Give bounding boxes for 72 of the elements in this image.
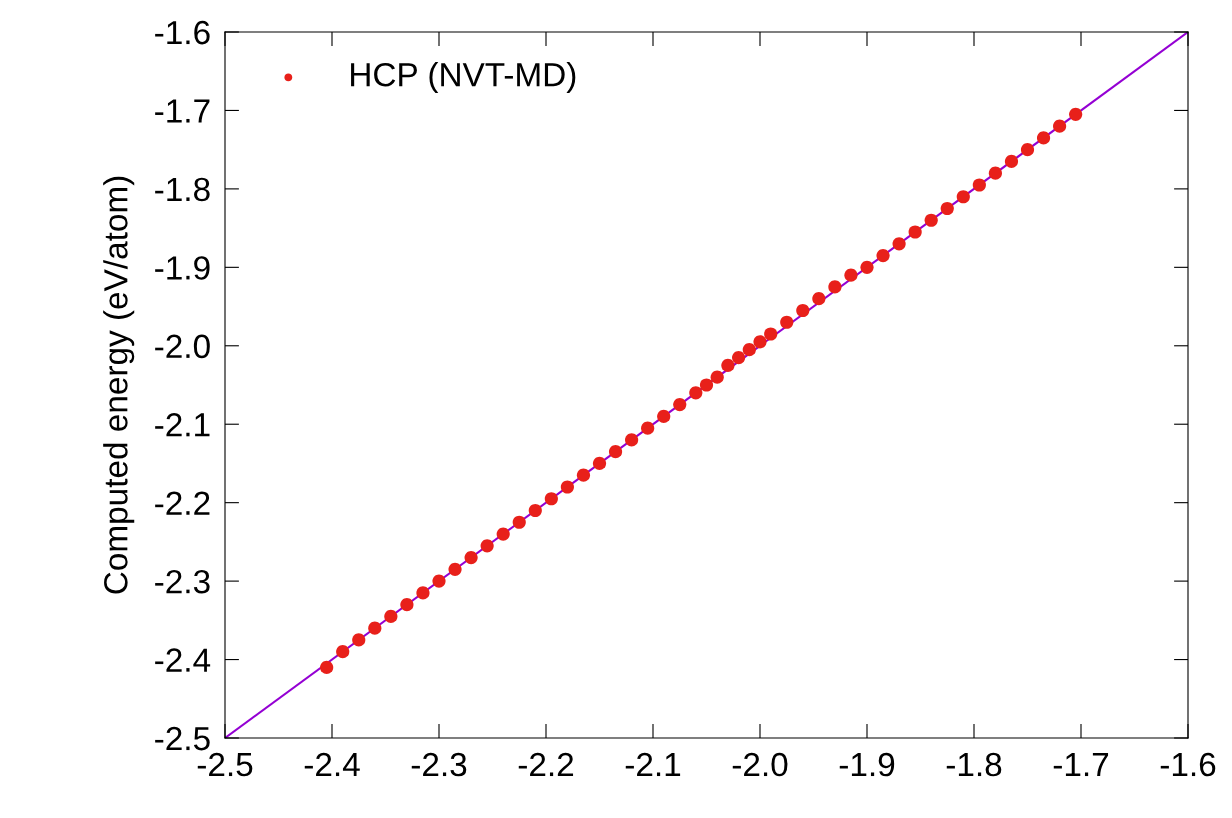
y-tick-label: -1.6 [155, 20, 210, 45]
x-tick-label: -2.5 [197, 752, 253, 777]
point [384, 609, 398, 623]
point [1020, 143, 1035, 157]
y-tick-label: -2.3 [155, 569, 210, 594]
x-tick-label: -1.9 [839, 752, 895, 777]
point [796, 303, 810, 318]
point [732, 350, 746, 365]
point [576, 468, 591, 482]
x-tick-label: -2.3 [411, 752, 467, 777]
point [512, 515, 526, 529]
point [753, 335, 767, 349]
point [828, 280, 842, 294]
point [860, 260, 874, 274]
point [892, 237, 906, 251]
y-tick-label: -2.2 [155, 491, 210, 515]
y-tick-label: -1.9 [155, 256, 210, 280]
y-axis-title: Computed energy (eV/atom) [103, 176, 135, 594]
point [1053, 119, 1067, 133]
y-tick-label: -1.8 [155, 177, 210, 202]
point [1004, 154, 1019, 169]
x-tick-label: -1.6 [1160, 752, 1216, 777]
point [924, 213, 938, 227]
point [641, 421, 655, 435]
point [764, 327, 778, 341]
x-tick-label: -1.7 [1053, 753, 1109, 777]
point [940, 201, 954, 216]
point [416, 586, 430, 600]
point [560, 480, 574, 494]
point [710, 370, 724, 384]
point [780, 315, 794, 329]
point [876, 248, 890, 263]
x-tick-label: -2.4 [304, 752, 360, 777]
point [544, 492, 558, 506]
point [528, 503, 542, 518]
y-tick-label: -2.1 [155, 413, 210, 437]
y-tick-label: -2.4 [155, 648, 211, 672]
point [432, 574, 446, 588]
point [988, 166, 1002, 180]
legend-label: HCP (NVT-MD) [351, 62, 576, 94]
x-tick-label: -2.2 [518, 752, 574, 777]
x-tick-label: -1.8 [946, 752, 1002, 777]
point [368, 621, 382, 635]
point [844, 268, 858, 282]
point [608, 445, 623, 459]
point [972, 178, 986, 192]
point [721, 358, 735, 372]
y-tick-label: -2.5 [155, 726, 210, 751]
point [464, 550, 478, 565]
point [908, 225, 922, 239]
x-tick-label: -2.0 [732, 752, 788, 777]
point [742, 343, 756, 357]
y-tick-label: -1.7 [155, 99, 210, 123]
point [480, 539, 494, 553]
y-tick-label: -2.0 [155, 334, 210, 359]
point [689, 386, 703, 400]
point [625, 433, 639, 447]
point [496, 527, 510, 541]
point [448, 562, 462, 576]
point [673, 398, 687, 412]
point [956, 190, 970, 204]
point [352, 633, 366, 647]
point [812, 292, 826, 306]
point [320, 660, 334, 674]
point [1069, 107, 1083, 121]
point [592, 456, 607, 471]
point [400, 598, 414, 612]
point [1036, 131, 1051, 145]
point [699, 378, 714, 392]
point [657, 409, 671, 423]
x-tick-label: -2.1 [625, 752, 681, 777]
point [336, 645, 350, 659]
